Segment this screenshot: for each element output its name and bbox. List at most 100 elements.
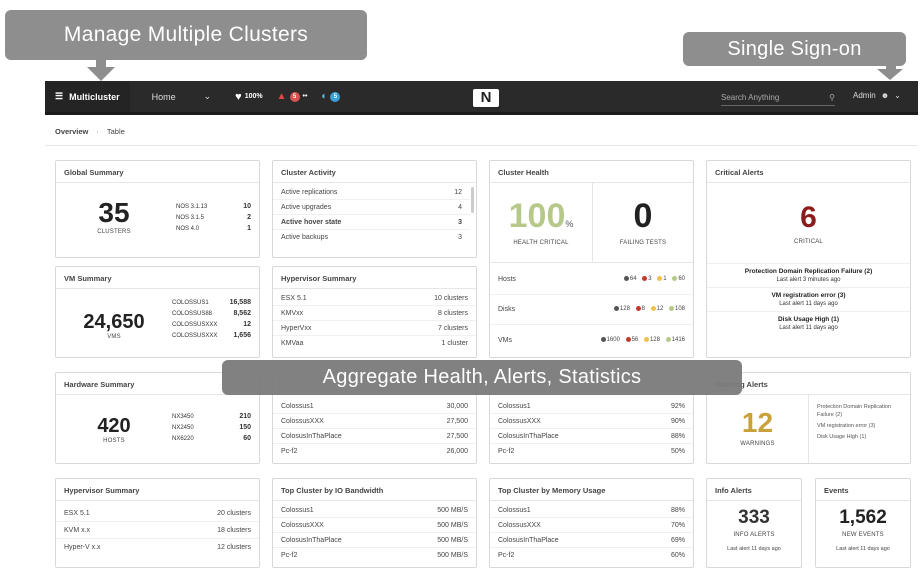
panel-title: VM Summary: [56, 267, 259, 289]
chevron-down-icon: ⌄: [894, 91, 901, 100]
list-item: NOS 3.1.13 10: [176, 203, 251, 210]
failing-tests-label: FAILING TESTS: [619, 240, 667, 246]
panel-title: Critical Alerts: [707, 161, 910, 183]
info-alerts-panel: Info Alerts 333 INFO ALERTS Last alert 1…: [706, 478, 802, 568]
search-input[interactable]: Search Anything ⚲: [721, 90, 835, 106]
global-summary-panel: Global Summary 35 CLUSTERS NOS 3.1.13 10 …: [55, 160, 260, 258]
health-row-disks[interactable]: Disks 128 8 12 108: [490, 295, 693, 325]
table-row[interactable]: Pc-f2 500 MB/S: [281, 552, 468, 559]
warnings-count: 12: [741, 407, 774, 438]
warnings-label: WARNINGS: [740, 441, 775, 447]
critical-count: 6: [800, 201, 817, 234]
cluster-activity-panel: Cluster Activity Active replications 12 A…: [272, 160, 477, 258]
callout-arrow-stem: [886, 66, 896, 70]
panel-title: Top Cluster by IO Bandwidth: [273, 479, 476, 501]
health-row-hosts[interactable]: Hosts 64 3 1 60: [490, 265, 693, 295]
alert-item[interactable]: VM registration error (3) Last alert 11 d…: [707, 287, 910, 311]
home-label: Home: [151, 91, 176, 102]
alerts-indicator[interactable]: ▲ 5 ••: [277, 91, 308, 102]
vms-label: VMS: [107, 334, 121, 340]
warning-item[interactable]: VM registration error (3): [817, 423, 876, 429]
callout-manage-clusters: Manage Multiple Clusters: [5, 10, 367, 60]
scrollbar[interactable]: [471, 187, 474, 213]
info-alerts-last: Last alert 11 days ago: [727, 546, 781, 552]
clusters-label: CLUSTERS: [97, 229, 131, 235]
events-last: Last alert 11 days ago: [836, 546, 890, 552]
table-row[interactable]: Pc-f2 26,000: [281, 448, 468, 455]
table-row[interactable]: ColosusInThaPlace 88%: [490, 429, 693, 444]
panel-title: Info Alerts: [707, 479, 801, 501]
panel-title: Global Summary: [56, 161, 259, 183]
warning-item[interactable]: Protection Domain Replication Failure (2…: [817, 404, 891, 418]
table-row[interactable]: ColossusXXX 27,500: [273, 414, 476, 429]
home-dropdown[interactable]: Home ⌄: [130, 91, 222, 102]
multicluster-menu[interactable]: ☰ Multicluster: [45, 81, 130, 112]
health-indicator[interactable]: ♥ 100%: [235, 91, 262, 103]
health-row-vms[interactable]: VMs 1600 56 128 1416: [498, 336, 685, 344]
list-item[interactable]: Active backups 3: [281, 234, 462, 241]
list-item[interactable]: ESX 5.1 20 clusters: [56, 505, 259, 522]
table-row[interactable]: ColosusInThaPlace 27,500: [273, 429, 476, 444]
callout-arrow: [87, 67, 115, 81]
table-row[interactable]: ColossusXXX 500 MB/S: [273, 518, 476, 533]
top-navbar: ☰ Multicluster Home ⌄ ♥ 100% ▲ 5 •• ◐ 5 …: [45, 81, 918, 115]
alert-count-badge: 5: [289, 91, 300, 102]
panel-title: Cluster Activity: [273, 161, 476, 183]
health-score: 100: [508, 197, 566, 235]
alert-item[interactable]: Protection Domain Replication Failure (2…: [707, 263, 910, 287]
list-item[interactable]: Active upgrades 4: [273, 200, 470, 215]
tasks-indicator[interactable]: ◐ 5: [321, 91, 341, 102]
callout-aggregate-health: Aggregate Health, Alerts, Statistics: [222, 360, 742, 395]
memory-usage-panel: Top Cluster by Memory Usage Colossus1 88%…: [489, 478, 694, 568]
admin-user-menu[interactable]: Admin ☻ ⌄: [853, 91, 901, 100]
list-item[interactable]: Active hover state 3: [273, 215, 470, 230]
alert-item[interactable]: Disk Usage High (1) Last alert 11 days ag…: [707, 311, 910, 335]
vms-count: 24,650: [83, 311, 145, 333]
brand-label: Multicluster: [69, 91, 120, 102]
list-item: COLOSSUSXXX 1,656: [172, 332, 251, 339]
table-row[interactable]: Pc-f2 60%: [498, 552, 685, 559]
table-row[interactable]: Colossus1 88%: [490, 503, 693, 518]
table-row[interactable]: ColossusXXX 70%: [490, 518, 693, 533]
io-bandwidth-panel: Top Cluster by IO Bandwidth Colossus1 500…: [272, 478, 477, 568]
table-row[interactable]: Colossus1 92%: [490, 399, 693, 414]
tab-table[interactable]: Table: [106, 127, 125, 136]
list-item[interactable]: KMVxx 8 clusters: [273, 306, 476, 321]
list-item[interactable]: Active replications 12: [273, 185, 470, 200]
chevron-down-icon: ⌄: [203, 91, 212, 101]
table-row[interactable]: Colossus1 500 MB/S: [273, 503, 476, 518]
health-label: HEALTH CRITICAL: [513, 240, 569, 246]
clusters-count: 35: [98, 197, 130, 228]
admin-label: Admin: [853, 91, 876, 100]
list-item: COLOSSUS1 16,588: [172, 299, 251, 306]
table-row[interactable]: Pc-f2 50%: [498, 448, 685, 455]
user-icon: ☻: [880, 91, 890, 100]
list-item[interactable]: HyperVxx 7 clusters: [273, 321, 476, 336]
hosts-count: 420: [97, 415, 131, 437]
table-row[interactable]: ColosusInThaPlace 69%: [490, 533, 693, 548]
info-alerts-label: INFO ALERTS: [733, 532, 775, 538]
list-item: COLOSSUS88 8,562: [172, 310, 251, 317]
health-percent: 100%: [244, 93, 263, 100]
search-placeholder: Search Anything: [721, 93, 780, 102]
panel-title: Cluster Health: [490, 161, 693, 183]
events-label: NEW EVENTS: [842, 532, 884, 538]
table-row[interactable]: ColossusXXX 90%: [490, 414, 693, 429]
warning-item[interactable]: Disk Usage High (1): [817, 434, 867, 440]
menu-icon: ☰: [55, 91, 64, 101]
list-item[interactable]: KMVaa 1 cluster: [281, 340, 468, 347]
table-row[interactable]: Colossus1 30,000: [273, 399, 476, 414]
list-item: NX2450 150: [172, 424, 251, 431]
table-row[interactable]: ColosusInThaPlace 500 MB/S: [273, 533, 476, 548]
panel-title: Hardware Summary: [56, 373, 259, 395]
panel-title: Events: [816, 479, 910, 501]
events-count: 1,562: [839, 507, 887, 528]
nutanix-logo: N: [473, 89, 499, 107]
critical-alerts-panel: Critical Alerts 6 CRITICAL Protection Do…: [706, 160, 911, 358]
list-item[interactable]: ESX 5.1 10 clusters: [273, 291, 476, 306]
list-item[interactable]: Hyper-V x.x 12 clusters: [64, 544, 251, 551]
panel-title: Hypervisor Summary: [56, 479, 259, 501]
list-item[interactable]: KVM x.x 18 clusters: [56, 522, 259, 539]
tab-overview[interactable]: Overview: [55, 127, 89, 136]
